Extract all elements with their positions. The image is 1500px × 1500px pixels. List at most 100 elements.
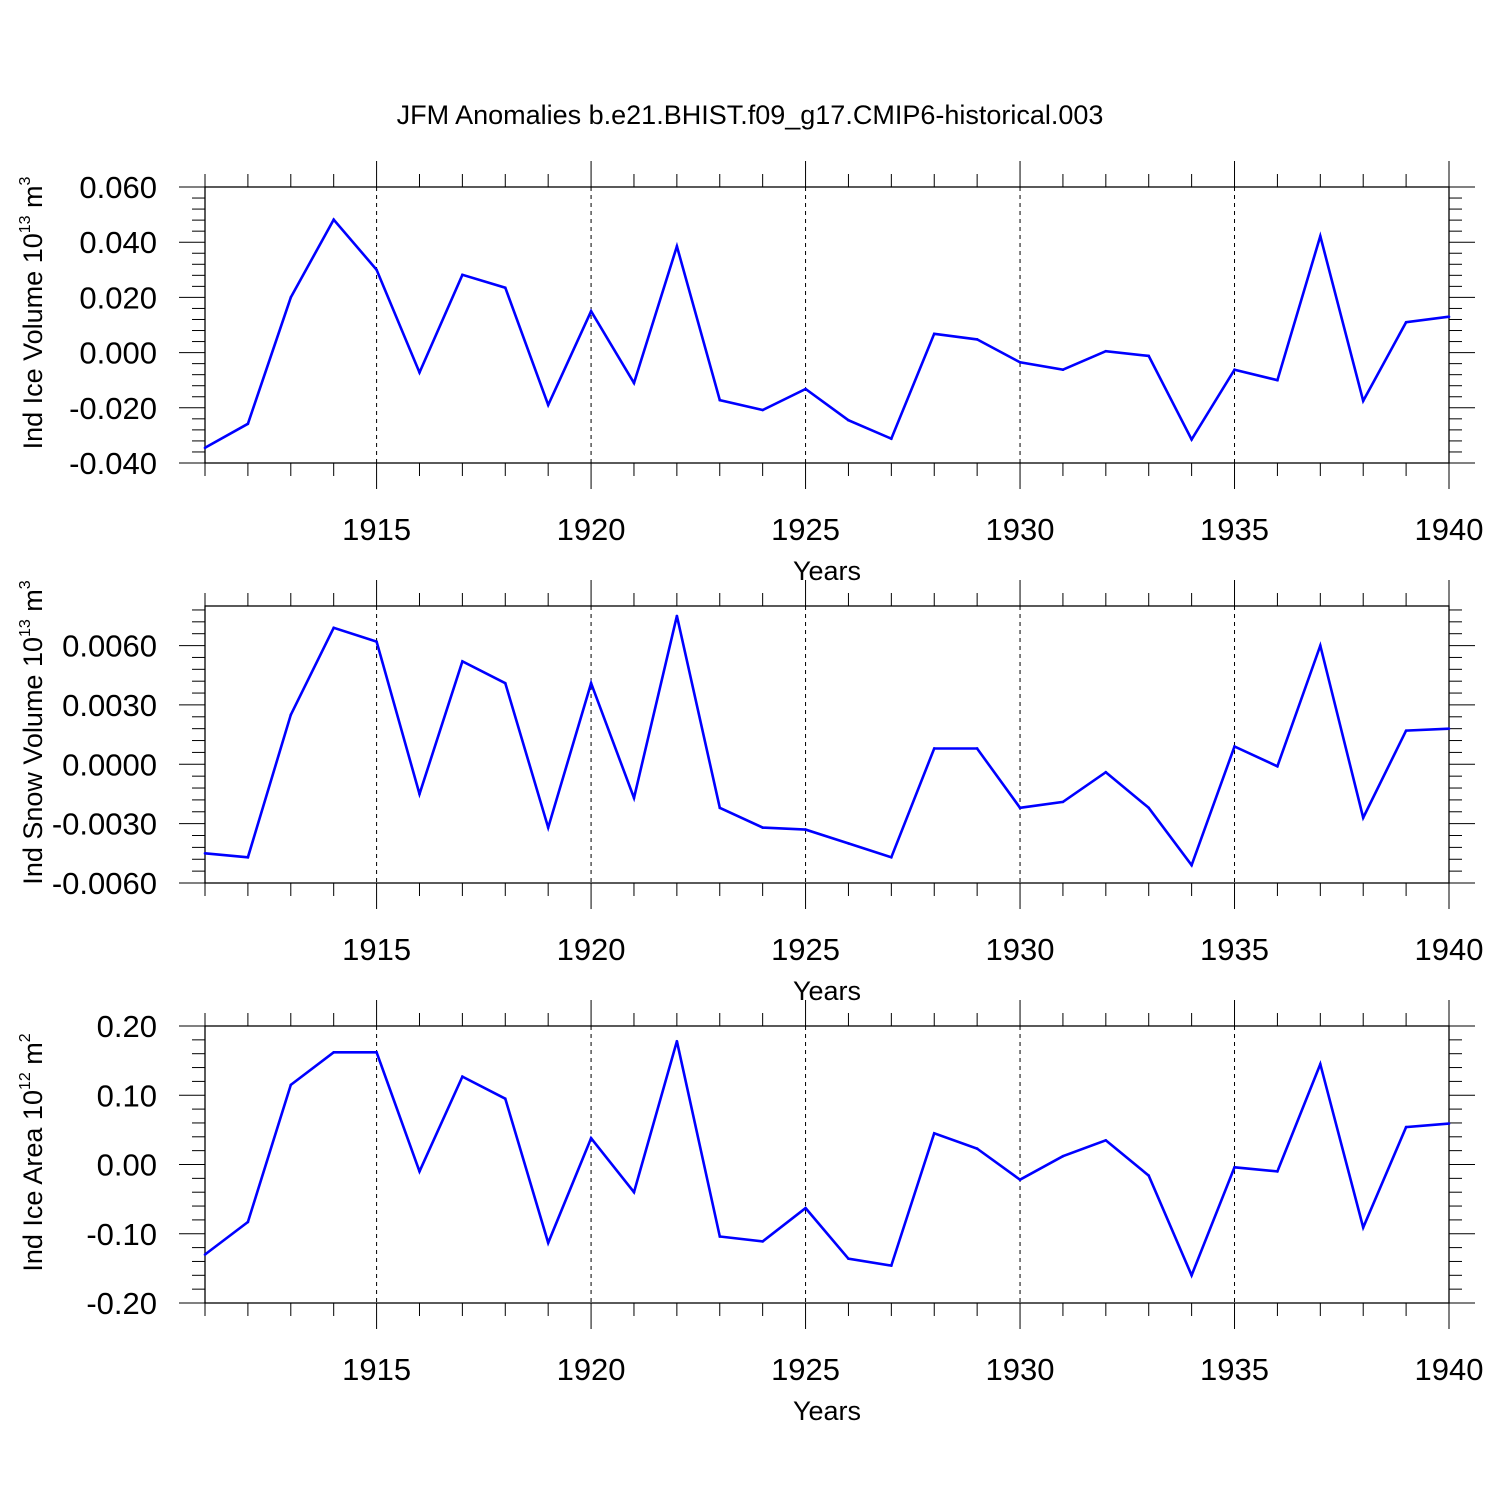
- y-axis-label: Ind Ice Volume 1013 m3: [17, 176, 48, 449]
- data-point: [1147, 1174, 1151, 1177]
- data-point: [761, 1240, 764, 1243]
- x-tick-label: 1915: [342, 932, 411, 967]
- data-point: [1018, 360, 1022, 364]
- x-tick-label: 1915: [342, 512, 411, 547]
- data-point: [1190, 863, 1193, 867]
- x-axis-label: Years: [793, 1396, 861, 1426]
- data-point: [1319, 234, 1322, 238]
- data-point: [932, 747, 936, 750]
- data-point: [1104, 1138, 1108, 1142]
- y-tick-label: -0.10: [86, 1217, 157, 1252]
- data-point: [461, 273, 464, 277]
- x-tick-label: 1920: [557, 512, 626, 547]
- data-point: [289, 1083, 293, 1087]
- y-axis-label: Ind Ice Area 1012 m2: [17, 1033, 48, 1271]
- x-tick-label: 1935: [1200, 1352, 1269, 1387]
- series-line: [204, 1040, 1450, 1279]
- data-point: [589, 1136, 593, 1140]
- x-tick-label: 1930: [986, 512, 1055, 547]
- y-tick-label: 0.00: [97, 1148, 157, 1183]
- chart-panel-2: -0.0060 -0.0030 0.0000 0.0030 0.0060 1915 1920…: [17, 580, 1483, 1006]
- chart-panel-1: -0.040 -0.020 0.000 0.020 0.040 0.060 1915 1920…: [17, 161, 1483, 586]
- data-point: [1233, 745, 1236, 748]
- x-tick-label: 1920: [557, 932, 626, 967]
- y-tick-label: 0.020: [79, 280, 157, 315]
- data-point: [461, 1075, 464, 1078]
- x-tick-label: 1925: [771, 1352, 840, 1387]
- data-point: [203, 1253, 207, 1256]
- data-point: [1447, 727, 1451, 730]
- data-point: [546, 1241, 550, 1245]
- data-point: [1404, 729, 1408, 732]
- data-point: [1104, 349, 1108, 353]
- x-tick-label: 1940: [1415, 932, 1484, 967]
- y-tick-label: 0.000: [79, 336, 157, 371]
- data-point: [418, 1170, 421, 1173]
- data-point: [246, 855, 250, 859]
- data-point: [1190, 1274, 1193, 1277]
- y-tick-label: -0.20: [86, 1286, 157, 1321]
- data-point: [1361, 816, 1365, 820]
- x-axis-label: Years: [793, 976, 861, 1006]
- data-point: [1319, 644, 1322, 647]
- data-point: [1447, 315, 1451, 319]
- data-point: [546, 826, 550, 829]
- data-point: [632, 1190, 636, 1194]
- data-point: [1061, 368, 1065, 372]
- data-point: [675, 1039, 679, 1043]
- data-point: [1147, 354, 1151, 358]
- data-point: [289, 713, 293, 717]
- data-point: [246, 1220, 250, 1224]
- series-line: [204, 217, 1450, 449]
- x-tick-label: 1915: [342, 1352, 411, 1387]
- data-point: [847, 418, 850, 422]
- data-point: [932, 332, 936, 336]
- data-point: [804, 387, 807, 391]
- data-point: [1404, 1125, 1408, 1129]
- y-tick-label: 0.10: [97, 1078, 157, 1113]
- data-point: [1018, 806, 1022, 810]
- y-tick-label: 0.0060: [62, 629, 157, 664]
- data-point: [332, 218, 335, 221]
- x-tick-label: 1935: [1200, 512, 1269, 547]
- data-point: [589, 681, 593, 685]
- chart-title: JFM Anomalies b.e21.BHIST.f09_g17.CMIP6-…: [397, 100, 1104, 130]
- data-point: [503, 1097, 507, 1101]
- x-tick-label: 1940: [1415, 512, 1484, 547]
- data-point: [1361, 399, 1365, 403]
- series-line: [204, 615, 1450, 868]
- data-point: [1233, 1165, 1236, 1169]
- data-point: [461, 660, 464, 663]
- x-axis-label: Years: [793, 556, 861, 586]
- data-point: [1147, 806, 1151, 810]
- data-point: [761, 826, 764, 829]
- x-tick-label: 1920: [557, 1352, 626, 1387]
- data-point: [1361, 1226, 1365, 1229]
- x-tick-label: 1940: [1415, 1352, 1484, 1387]
- plot-frame: [204, 186, 1450, 464]
- data-point: [932, 1132, 936, 1135]
- x-tick-label: 1925: [771, 512, 840, 547]
- data-point: [332, 626, 335, 630]
- data-point: [975, 338, 979, 341]
- y-tick-label: -0.0030: [52, 807, 157, 842]
- chart-panel-3: -0.20 -0.10 0.00 0.10 0.20 1915 1920 1925 1930 19…: [17, 1000, 1483, 1426]
- data-point: [761, 408, 764, 412]
- data-point: [632, 381, 636, 385]
- data-point: [890, 437, 893, 441]
- data-point: [890, 855, 893, 859]
- data-point: [632, 796, 636, 800]
- y-tick-label: 0.20: [97, 1009, 157, 1044]
- data-point: [847, 1257, 850, 1260]
- y-tick-label: 0.060: [79, 170, 157, 205]
- data-point: [1276, 764, 1279, 768]
- data-point: [246, 422, 250, 426]
- data-point: [1319, 1062, 1322, 1066]
- data-point: [503, 286, 507, 290]
- data-point: [418, 792, 421, 796]
- x-tick-label: 1935: [1200, 932, 1269, 967]
- plot-frame: [204, 605, 1450, 884]
- data-point: [203, 446, 207, 450]
- data-point: [418, 371, 421, 374]
- data-point: [718, 806, 722, 810]
